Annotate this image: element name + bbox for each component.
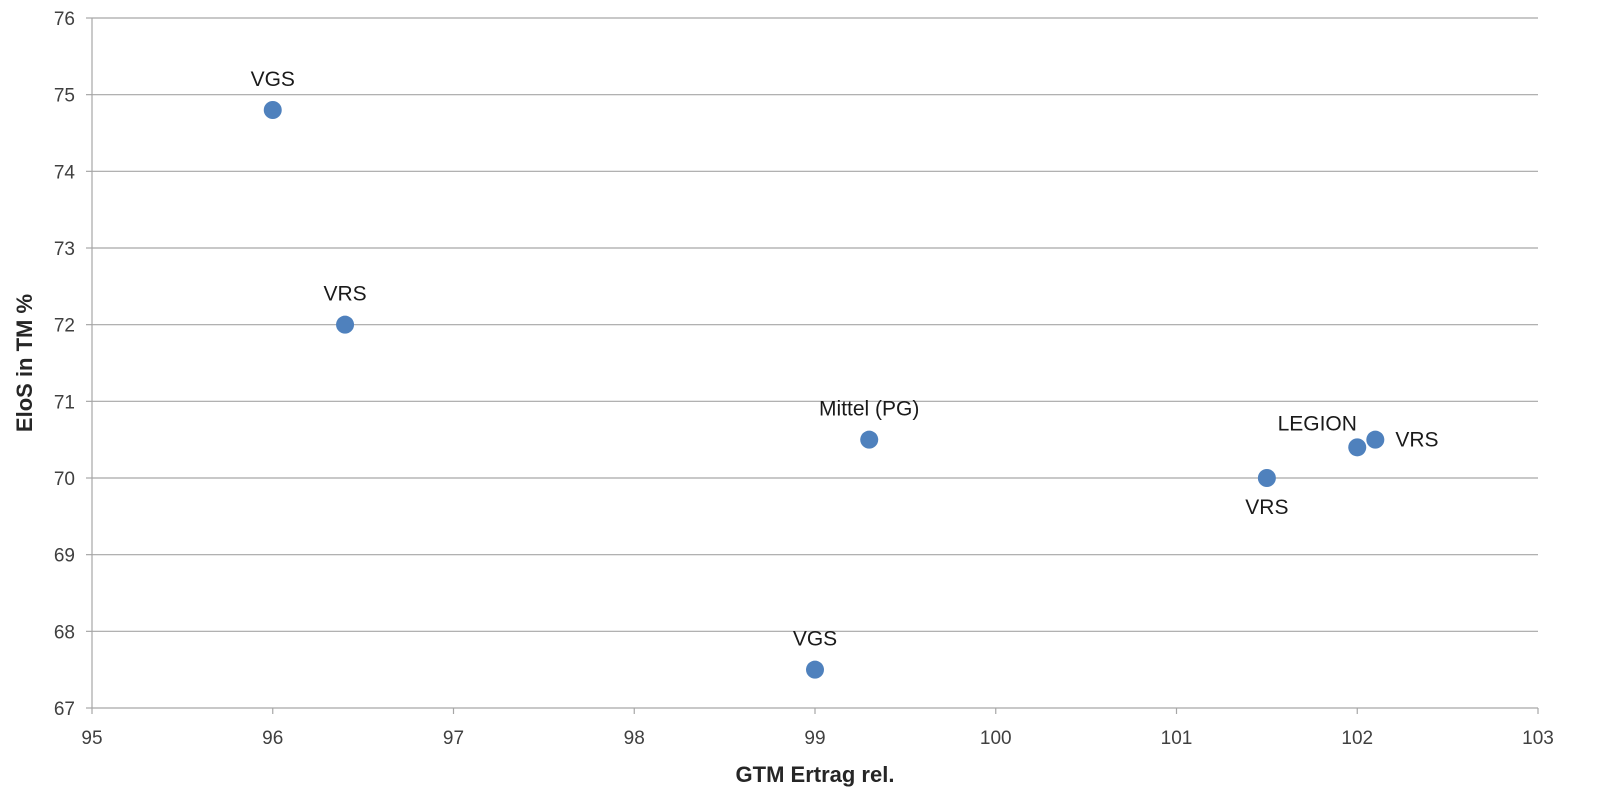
tick-labels: 67 68 69 70 71 72 73 74 75 76 95 96 97 98 99 100 101 102 1… (54, 9, 1554, 749)
gridlines (92, 17, 1538, 632)
y-tick-label-70: 70 (54, 469, 75, 490)
y-tick-label-72: 72 (54, 316, 75, 337)
x-axis-title: GTM Ertrag rel. (736, 762, 895, 787)
data-points (263, 101, 1385, 679)
x-tick-label-96: 96 (262, 728, 283, 749)
data-labels: VGS VRS Mittel (PG) VGS VRS LEGION VRS (251, 68, 1439, 651)
x-tick-label-102: 102 (1341, 728, 1373, 749)
x-tick-label-98: 98 (624, 728, 645, 749)
x-tick-label-100: 100 (980, 728, 1012, 749)
y-tick-label-76: 76 (54, 9, 75, 30)
data-label-5: LEGION (1278, 412, 1357, 435)
data-label-1: VRS (323, 283, 366, 306)
data-label-2: Mittel (PG) (819, 398, 919, 421)
y-axis-title: EloS in TM % (12, 294, 37, 432)
x-tick-label-97: 97 (443, 728, 464, 749)
y-tick-label-69: 69 (54, 546, 75, 567)
y-tick-label-71: 71 (54, 392, 75, 413)
data-point-5 (1348, 438, 1367, 457)
data-point-2 (860, 430, 879, 449)
data-point-1 (336, 315, 355, 334)
x-tick-label-99: 99 (804, 728, 825, 749)
data-label-0: VGS (251, 68, 295, 91)
x-tick-label-103: 103 (1522, 728, 1554, 749)
y-tick-label-75: 75 (54, 86, 75, 107)
y-tick-label-67: 67 (54, 699, 75, 720)
y-tick-label-73: 73 (54, 239, 75, 260)
data-point-3 (806, 660, 824, 679)
x-tick-label-95: 95 (81, 728, 102, 749)
data-label-3: VGS (793, 628, 837, 651)
data-label-6: VRS (1395, 429, 1438, 452)
x-tick-label-101: 101 (1161, 728, 1193, 749)
y-tick-label-74: 74 (54, 162, 76, 183)
data-point-0 (263, 101, 282, 119)
data-point-6 (1366, 430, 1385, 449)
axes (86, 17, 1539, 714)
data-point-4 (1257, 469, 1276, 487)
data-label-4: VRS (1245, 496, 1288, 519)
y-tick-label-68: 68 (54, 622, 75, 643)
